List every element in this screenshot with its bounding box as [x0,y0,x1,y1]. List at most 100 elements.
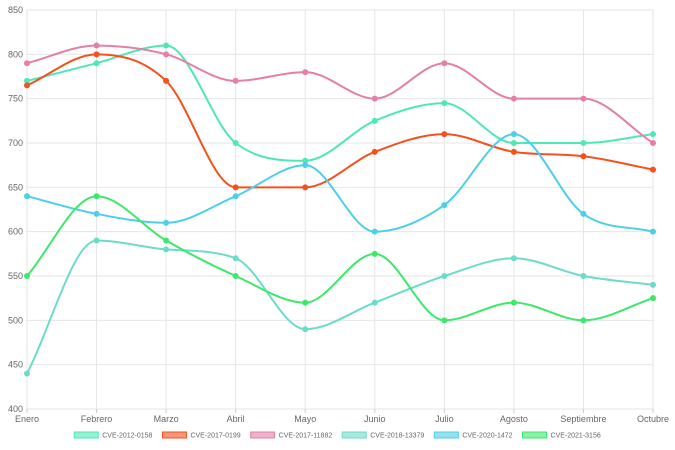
data-point-cve-2021-3156[interactable] [24,273,30,279]
legend-label: CVE-2021-3156 [551,433,601,440]
data-point-cve-2020-1472[interactable] [93,210,100,217]
data-point-cve-2021-3156[interactable] [371,250,378,257]
axes: 400 450 500 550 600 650 700 750 800 850 Enero Febre… [8,5,669,424]
legend-item[interactable]: CVE-2020-1472 [433,431,513,440]
legend-label: CVE-2017-11882 [279,433,333,440]
data-point-cve-2017-0199[interactable] [163,77,170,84]
legend-item[interactable]: CVE-2017-0199 [161,431,241,440]
data-point-cve-2017-0199[interactable] [650,166,656,173]
y-tick-label: 800 [8,49,23,59]
data-point-cve-2017-11882[interactable] [580,95,587,102]
data-point-cve-2012-0158[interactable] [93,60,100,67]
data-point-cve-2020-1472[interactable] [580,210,587,217]
legend-swatch [250,431,276,439]
data-point-cve-2017-0199[interactable] [302,184,309,191]
legend-swatch [433,431,459,439]
data-point-cve-2017-11882[interactable] [371,95,378,102]
y-tick-label: 650 [8,182,23,192]
legend-label: CVE-2020-1472 [462,433,512,440]
x-tick-label: Marzo [154,414,179,424]
data-point-cve-2021-3156[interactable] [232,273,239,279]
series-line-cve-2018-13379 [26,239,654,374]
data-point-cve-2017-0199[interactable] [510,148,517,155]
y-tick-label: 700 [8,138,23,148]
data-point-cve-2018-13379[interactable] [580,273,587,279]
y-tick-label: 550 [8,271,23,281]
data-point-cve-2017-0199[interactable] [371,148,378,155]
data-point-cve-2021-3156[interactable] [93,193,100,200]
y-tick-label: 600 [8,227,23,237]
data-point-cve-2018-13379[interactable] [371,299,378,306]
data-point-cve-2012-0158[interactable] [163,42,170,49]
x-tick-label: Mayo [294,414,316,424]
data-point-cve-2017-11882[interactable] [302,69,309,76]
data-point-cve-2020-1472[interactable] [163,219,170,226]
x-tick-label: Septiembre [560,414,606,424]
y-tick-label: 850 [8,5,23,15]
y-tick-label: 750 [8,94,23,104]
data-point-cve-2012-0158[interactable] [510,140,517,146]
data-point-cve-2021-3156[interactable] [163,237,170,244]
gridlines [26,9,654,413]
data-point-cve-2012-0158[interactable] [302,157,309,164]
legend-swatch [73,431,99,439]
series-lines [24,42,656,377]
legend-item[interactable]: CVE-2018-13379 [341,431,424,440]
x-tick-label: Enero [15,414,39,424]
data-point-cve-2018-13379[interactable] [232,255,239,262]
data-point-cve-2018-13379[interactable] [441,273,448,279]
y-tick-label: 500 [8,315,23,325]
data-point-cve-2017-11882[interactable] [510,95,517,102]
data-point-cve-2017-11882[interactable] [93,42,100,49]
data-point-cve-2012-0158[interactable] [232,140,239,146]
data-point-cve-2021-3156[interactable] [302,299,309,306]
x-tick-label: Agosto [500,414,528,424]
data-point-cve-2018-13379[interactable] [510,255,517,262]
data-point-cve-2018-13379[interactable] [93,237,100,244]
series-line-cve-2017-11882 [26,44,654,144]
data-point-cve-2017-0199[interactable] [441,131,448,138]
data-point-cve-2021-3156[interactable] [580,317,587,324]
data-point-cve-2021-3156[interactable] [510,299,517,306]
data-point-cve-2020-1472[interactable] [650,228,656,235]
data-point-cve-2020-1472[interactable] [302,162,309,169]
x-tick-label: Julio [435,414,454,424]
legend-label: CVE-2018-13379 [370,433,424,440]
legend-label: CVE-2012-0158 [102,433,152,440]
data-point-cve-2012-0158[interactable] [650,131,656,138]
data-point-cve-2017-0199[interactable] [24,82,30,89]
y-tick-label: 400 [8,404,23,414]
data-point-cve-2017-11882[interactable] [24,60,30,67]
data-point-cve-2017-11882[interactable] [441,60,448,67]
data-point-cve-2017-0199[interactable] [580,153,587,160]
series-line-cve-2017-0199 [26,53,654,189]
x-tick-label: Abril [227,414,245,424]
data-point-cve-2017-11882[interactable] [650,140,656,146]
legend-item[interactable]: CVE-2017-11882 [250,431,333,440]
data-point-cve-2020-1472[interactable] [510,131,517,138]
legend-item[interactable]: CVE-2021-3156 [522,431,601,440]
data-point-cve-2020-1472[interactable] [441,202,448,209]
data-point-cve-2017-11882[interactable] [163,51,170,58]
data-point-cve-2020-1472[interactable] [24,193,30,200]
data-point-cve-2017-0199[interactable] [93,51,100,58]
data-point-cve-2020-1472[interactable] [371,228,378,235]
series-line-cve-2020-1472 [26,133,654,233]
data-point-cve-2018-13379[interactable] [302,326,309,333]
data-point-cve-2018-13379[interactable] [650,281,656,288]
x-tick-label: Febrero [81,414,113,424]
data-point-cve-2018-13379[interactable] [24,370,30,377]
data-point-cve-2021-3156[interactable] [650,295,656,302]
data-point-cve-2012-0158[interactable] [441,100,448,107]
legend-item[interactable]: CVE-2012-0158 [73,431,153,440]
data-point-cve-2012-0158[interactable] [580,140,587,146]
data-point-cve-2020-1472[interactable] [232,193,239,200]
data-point-cve-2017-0199[interactable] [232,184,239,191]
data-point-cve-2018-13379[interactable] [163,246,170,253]
data-point-cve-2012-0158[interactable] [24,77,30,84]
data-point-cve-2017-11882[interactable] [232,77,239,84]
legend: CVE-2012-0158 CVE-2017-0199 CVE-2017-11882… [73,431,601,440]
x-tick-label: Octubre [637,414,669,424]
data-point-cve-2021-3156[interactable] [441,317,448,324]
data-point-cve-2012-0158[interactable] [371,117,378,124]
